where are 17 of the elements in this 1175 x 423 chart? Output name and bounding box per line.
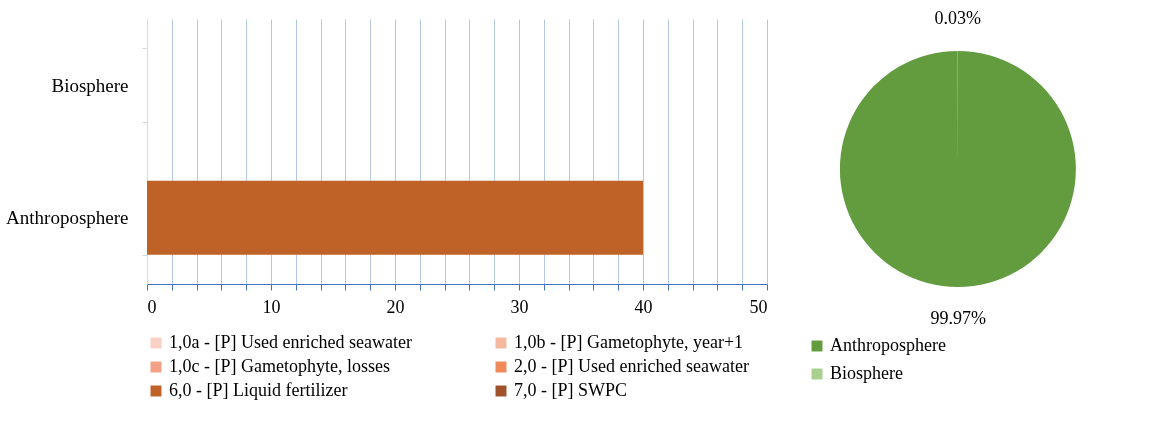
legend-label: 6,0 - [P] Liquid fertilizer — [169, 380, 348, 400]
x-tick-label: 0 — [147, 296, 157, 317]
x-tick-label: 20 — [386, 296, 405, 317]
x-tick-label: 50 — [749, 296, 768, 317]
x-tick-label: 40 — [634, 296, 653, 317]
data-label: 0.03% — [934, 8, 982, 28]
legend-label: 1,0a - [P] Used enriched seawater — [169, 332, 412, 352]
legend-label: 1,0b - [P] Gametophyte, year+1 — [514, 332, 744, 352]
data-label: 99.97% — [930, 308, 986, 328]
x-tick-label: 10 — [262, 296, 281, 317]
legend-label: 7,0 - [P] SWPC — [514, 380, 628, 400]
legend-label: Biosphere — [830, 363, 903, 383]
legend-label: 2,0 - [P] Used enriched seawater — [514, 356, 749, 376]
pie-slice — [839, 51, 1076, 287]
legend-label: Anthroposphere — [830, 335, 946, 355]
legend-label: 1,0c - [P] Gametophyte, losses — [169, 356, 390, 376]
x-tick-label: 30 — [510, 296, 529, 317]
